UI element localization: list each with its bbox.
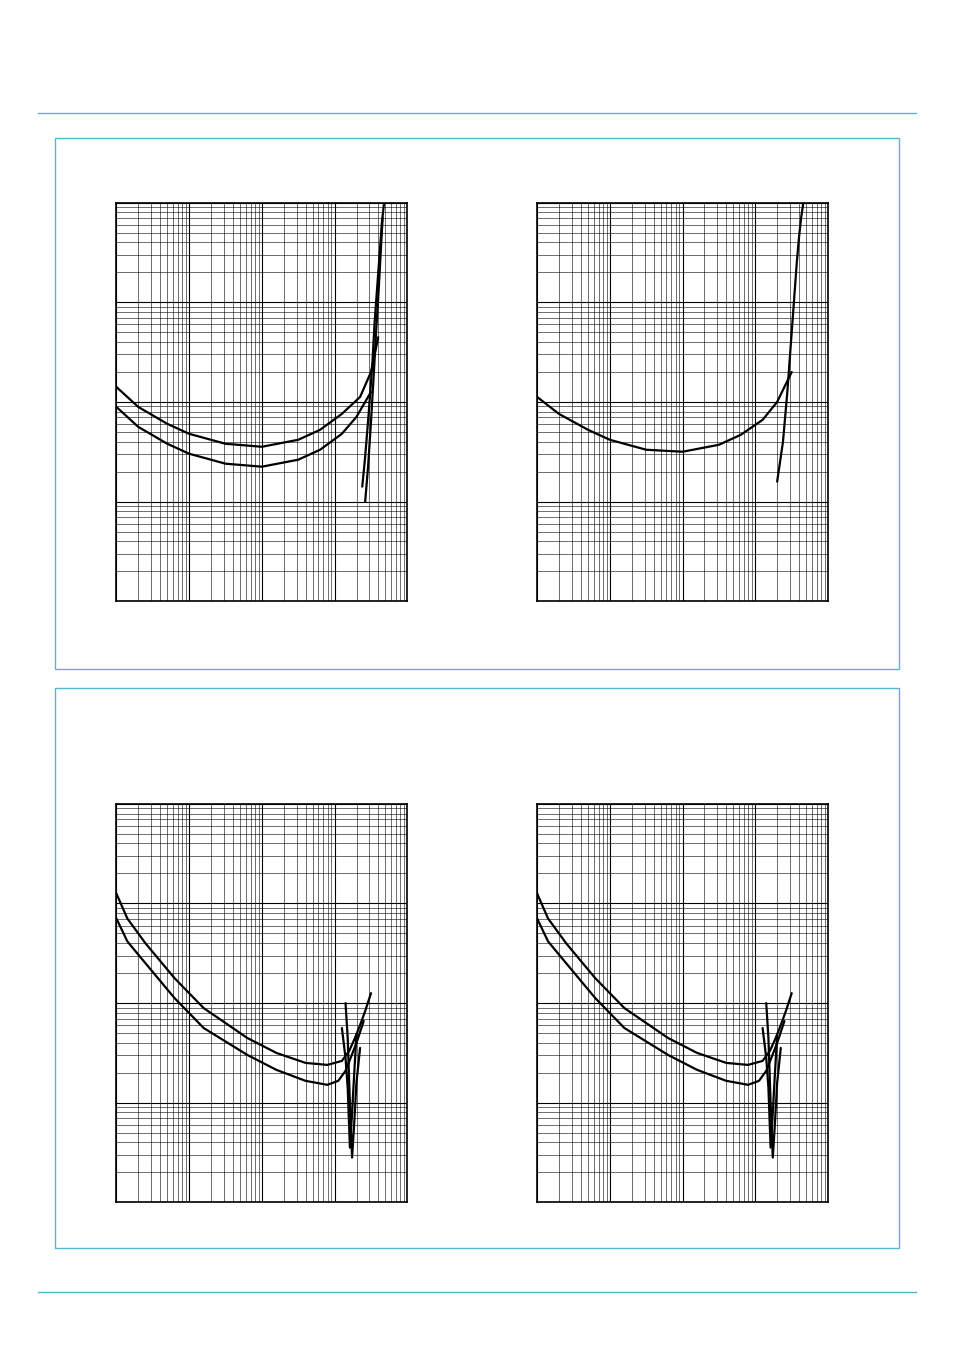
Bar — [55, 688, 898, 1248]
Bar — [55, 138, 898, 669]
